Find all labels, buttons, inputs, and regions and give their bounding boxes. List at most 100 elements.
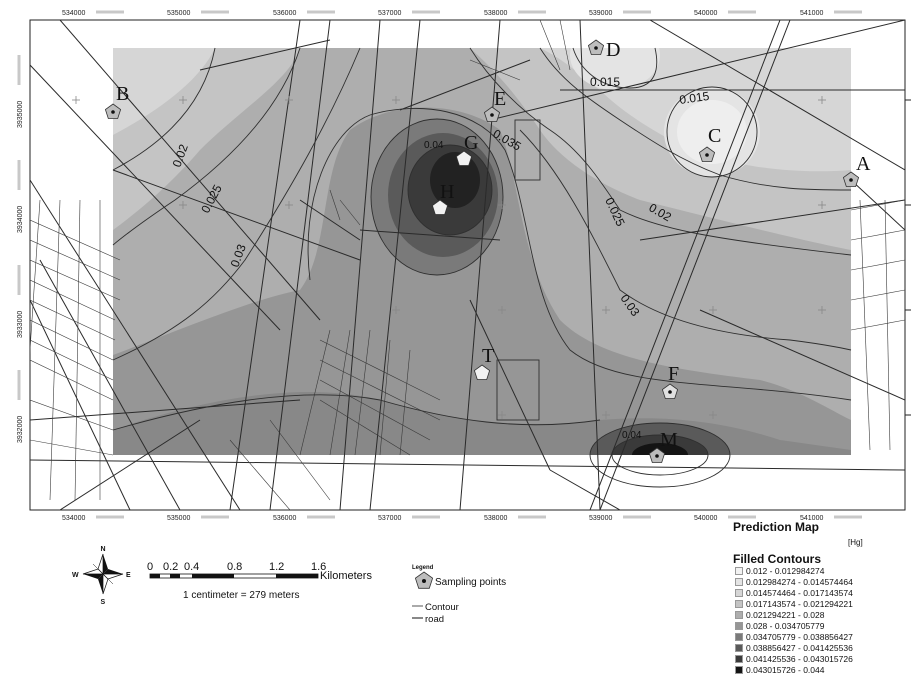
small-legend-symbols bbox=[412, 571, 434, 619]
scale-unit: Kilometers bbox=[320, 570, 372, 582]
x-tick-label-top: 540000 bbox=[694, 10, 717, 17]
x-tick-label-bottom: 534000 bbox=[62, 515, 85, 522]
contour-legend-label: Contour bbox=[425, 602, 459, 613]
sampling-point-b[interactable] bbox=[104, 103, 122, 119]
legend-class-row: 0.028 - 0.034705779 bbox=[735, 620, 825, 631]
legend-swatch bbox=[735, 599, 743, 608]
sampling-point-label-b: B bbox=[116, 83, 129, 105]
legend-class-label: 0.038856427 - 0.041425536 bbox=[746, 642, 853, 653]
x-tick-label-top: 538000 bbox=[484, 10, 507, 17]
legend-class-row: 0.041425536 - 0.043015726 bbox=[735, 653, 853, 664]
legend-class-label: 0.012 - 0.012984274 bbox=[746, 565, 825, 576]
sampling-point-d[interactable] bbox=[587, 39, 605, 55]
compass-e: E bbox=[126, 572, 131, 579]
contour-label: 0.015 bbox=[678, 89, 710, 107]
compass-n: N bbox=[101, 546, 106, 553]
legend-class-row: 0.017143574 - 0.021294221 bbox=[735, 599, 853, 609]
sampling-points-legend-label: Sampling points bbox=[435, 577, 507, 588]
x-tick-label-top: 539000 bbox=[589, 10, 612, 17]
y-tick-label-left: 3935000 bbox=[17, 101, 24, 128]
x-axis-bottom: 534000 535000 536000 537000 538000 53900… bbox=[62, 515, 823, 522]
sampling-point-label-m: M bbox=[660, 429, 678, 451]
legend-swatch bbox=[735, 654, 743, 663]
sampling-point-g[interactable] bbox=[455, 150, 473, 166]
legend-class-row: 0.012984274 - 0.014574464 bbox=[735, 576, 853, 587]
x-tick-label-top: 537000 bbox=[378, 10, 401, 17]
legend-class-row: 0.038856427 - 0.041425536 bbox=[735, 642, 853, 653]
x-tick-label-bottom: 538000 bbox=[484, 515, 507, 522]
sampling-point-a[interactable] bbox=[842, 171, 860, 187]
building-blocks bbox=[496, 119, 541, 421]
street-grid-west bbox=[30, 199, 121, 501]
sampling-point-f[interactable] bbox=[661, 383, 679, 399]
x-tick-label-bottom: 539000 bbox=[589, 515, 612, 522]
legend-class-row: 0.043015726 - 0.044 bbox=[735, 664, 825, 675]
grid-crosses bbox=[72, 96, 826, 419]
x-tick-label-bottom: 537000 bbox=[378, 515, 401, 522]
x-tick-label-top: 541000 bbox=[800, 10, 823, 17]
contour-label: 0.04 bbox=[424, 140, 444, 151]
compass-w: W bbox=[72, 572, 79, 579]
sampling-point-label-c: C bbox=[708, 125, 721, 147]
scale-tick-label: 1.2 bbox=[269, 561, 284, 573]
x-tick-label-bottom: 536000 bbox=[273, 515, 296, 522]
x-tick-label-bottom: 535000 bbox=[167, 515, 190, 522]
sampling-point-t[interactable] bbox=[473, 364, 491, 380]
scale-bar: 0 0.2 0.4 0.8 1.2 1.6 Kilometers bbox=[147, 561, 372, 582]
legend-swatch bbox=[735, 577, 743, 586]
filled-contours-title: Filled Contours bbox=[733, 552, 821, 566]
scale-tick-label: 1.6 bbox=[311, 561, 326, 573]
legend-class-label: 0.012984274 - 0.014574464 bbox=[746, 576, 853, 587]
sampling-point-labels: A B C D E F G H M T bbox=[116, 39, 871, 451]
scale-caption: 1 centimeter = 279 meters bbox=[183, 590, 300, 601]
north-arrow: N S E W bbox=[72, 546, 131, 606]
x-tick-label-top: 535000 bbox=[167, 10, 190, 17]
sampling-point-label-h: H bbox=[440, 181, 454, 203]
legend-swatch bbox=[735, 621, 743, 630]
sampling-point-m[interactable] bbox=[648, 447, 666, 463]
sampling-points bbox=[104, 39, 860, 463]
legend-swatch bbox=[735, 588, 743, 597]
x-axis-top: 534000 535000 536000 537000 538000 53900… bbox=[62, 10, 823, 17]
sampling-point-c[interactable] bbox=[698, 146, 716, 162]
prediction-surface bbox=[113, 48, 851, 455]
street-grid-east bbox=[469, 20, 905, 451]
sampling-point-label-e: E bbox=[494, 88, 506, 110]
street-grid-south bbox=[229, 189, 441, 510]
y-tick-label-left: 3933000 bbox=[17, 311, 24, 338]
legend-swatch bbox=[735, 610, 743, 619]
sampling-point-label-d: D bbox=[606, 39, 620, 61]
sampling-point-label-t: T bbox=[482, 345, 494, 367]
map-body: 0.015 0.015 0.02 0.025 0.03 0.035 0.04 0… bbox=[30, 20, 905, 510]
x-tick-label-bottom: 540000 bbox=[694, 515, 717, 522]
legend-class-label: 0.021294221 - 0.028 bbox=[746, 609, 825, 620]
prediction-unit: [Hg] bbox=[848, 538, 863, 547]
legend-class-label: 0.043015726 - 0.044 bbox=[746, 664, 825, 675]
contour-label: 0.04 bbox=[622, 430, 642, 441]
sampling-point-label-a: A bbox=[856, 153, 871, 175]
sampling-point-label-g: G bbox=[464, 132, 478, 154]
scale-tick-label: 0 bbox=[147, 561, 153, 573]
legend-class-label: 0.041425536 - 0.043015726 bbox=[746, 653, 853, 664]
road-legend-label: road bbox=[425, 614, 445, 625]
sampling-point-h[interactable] bbox=[431, 199, 449, 215]
prediction-map-title: Prediction Map bbox=[733, 520, 820, 534]
x-tick-label-top: 534000 bbox=[62, 10, 85, 17]
sampling-point-legend-icon bbox=[414, 571, 434, 589]
small-legend-title: Legend bbox=[412, 565, 434, 571]
y-tick-label-left: 3932000 bbox=[17, 416, 24, 443]
compass-s: S bbox=[101, 599, 106, 606]
legend-class-row: 0.034705779 - 0.038856427 bbox=[735, 632, 853, 642]
legend-swatch bbox=[735, 665, 743, 674]
x-tick-label-top: 536000 bbox=[273, 10, 296, 17]
legend-class-label: 0.028 - 0.034705779 bbox=[746, 620, 825, 631]
legend-class-row: 0.014574464 - 0.017143574 bbox=[735, 588, 853, 598]
legend-swatch bbox=[735, 632, 743, 641]
y-axis-left: 3935000 3934000 3933000 3932000 bbox=[17, 101, 24, 443]
scale-tick-label: 0.8 bbox=[227, 561, 242, 573]
sampling-point-e[interactable] bbox=[483, 106, 501, 122]
contour-label: 0.015 bbox=[590, 75, 620, 89]
legend-swatch bbox=[735, 643, 743, 652]
